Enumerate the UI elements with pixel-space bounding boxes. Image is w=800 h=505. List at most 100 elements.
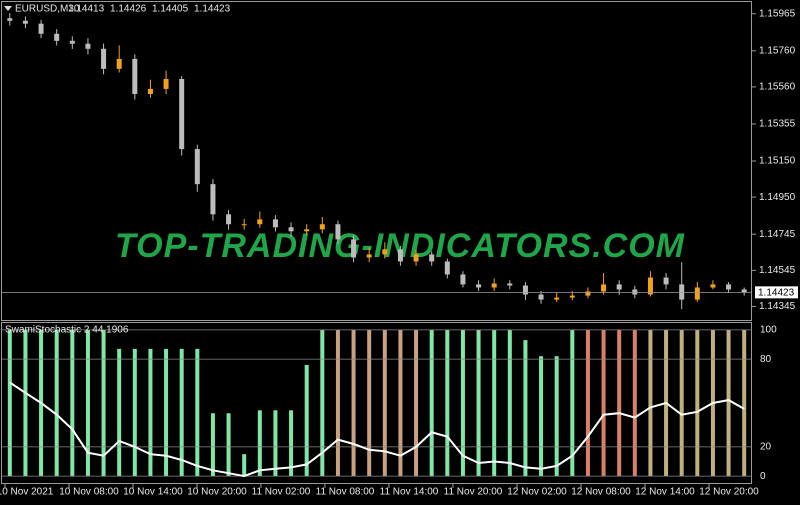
histogram-bar [539,356,544,477]
histogram-bar [54,329,59,477]
candle-body [351,239,357,258]
x-tick-label: 11 Nov 14:00 [380,487,439,498]
histogram-bar [476,329,481,477]
histogram-bar [179,348,184,477]
ohlc-close: 1.14423 [194,4,231,15]
candle-body [163,78,169,89]
y-tick-label: 100 [760,325,777,336]
histogram-bar [570,329,575,477]
candle-body [601,284,607,292]
histogram-bar [23,329,28,477]
x-tick-label: 11 Nov 02:00 [252,487,311,498]
histogram-bar [195,348,200,477]
candle-body [554,297,560,300]
candle-body [507,283,513,286]
ohlc-high: 1.14426 [110,4,147,15]
candle-body [241,224,247,226]
candle-body [366,254,372,258]
y-tick-label: 1.15560 [759,82,796,93]
menu-arrow[interactable] [4,6,12,11]
candle-body [710,284,716,288]
x-tick-label: 11 Nov 20:00 [444,487,503,498]
candle-body [288,227,294,232]
y-tick-label: 1.14545 [759,265,796,276]
histogram-bar [507,329,512,477]
histogram-bar [101,329,106,477]
histogram-bar [351,329,356,477]
candle-body [444,261,450,275]
histogram-bar [648,329,653,477]
histogram-bar [289,410,294,477]
candle-body [101,48,107,69]
candle-body [585,291,591,296]
x-tick-label: 10 Nov 08:00 [59,487,119,498]
candle-body [476,284,482,288]
line [9,381,745,478]
price-frame [1,1,752,321]
candle-body [226,214,232,225]
candle-body [726,284,732,290]
y-tick-label: 1.15150 [759,156,796,167]
candle-body [210,184,216,215]
histogram-bar [398,329,403,477]
histogram-bar [742,329,747,477]
y-tick-label: 20 [760,442,772,453]
x-tick-label: 10 Nov 20:00 [187,487,247,498]
indicator-title: SwamiStochastic 2 44 1906 [5,325,129,336]
current-price-label: 1.14423 [758,287,795,298]
candle-body [69,40,75,44]
candle-body [147,88,153,94]
candle-body [491,283,497,288]
candle-body [116,58,122,69]
histogram-bar [226,413,231,477]
histogram-bar [617,329,622,477]
histogram-bar [523,340,528,477]
histogram-bar [554,356,559,477]
candle-body [319,224,325,230]
histogram-bar [445,329,450,477]
histogram-bar [304,364,309,477]
candle-body [694,287,700,300]
x-tick-label: 12 Nov 20:00 [699,487,759,498]
candle-body [22,20,28,24]
histogram-bar [429,329,434,477]
histogram-bar [601,329,606,477]
histogram-bar [85,329,90,477]
candle-body [179,78,185,150]
candle-body [663,277,669,285]
candle-body [132,58,138,94]
histogram-bar [7,329,12,477]
x-tick-label: 11 Nov 08:00 [316,487,375,498]
candle-body [382,249,388,255]
histogram-bar [257,410,262,477]
candle-body [397,249,403,262]
histogram-bar [242,454,247,477]
ohlc-open: 1.14413 [68,4,105,15]
y-tick-label: 1.15965 [759,8,796,19]
current-price-box [755,286,798,299]
candle-body [522,285,528,295]
histogram-bar [414,329,419,477]
histogram-bar [164,348,169,477]
y-tick-label: 1.15760 [759,45,796,56]
histogram-bar [367,329,372,477]
histogram-bar [492,329,497,477]
histogram-bar [460,329,465,477]
histogram-bar [335,329,340,477]
x-tick-label: 10 Nov 14:00 [123,487,183,498]
x-tick-label: 12 Nov 02:00 [507,487,567,498]
x-tick-label: 10 Nov 2021 [0,487,54,498]
y-tick-label: 80 [760,354,772,365]
candle-body [194,149,200,185]
histogram-bar [679,329,684,477]
histogram-bar [695,329,700,477]
candle-body [460,274,466,285]
histogram-bar [632,329,637,477]
y-tick-label: 1.14950 [759,192,796,203]
candle-body [741,289,747,293]
histogram-bar [132,348,137,477]
y-tick-label: 1.15355 [759,119,796,130]
y-tick-label: 0 [760,471,766,482]
candle-body [429,254,435,262]
